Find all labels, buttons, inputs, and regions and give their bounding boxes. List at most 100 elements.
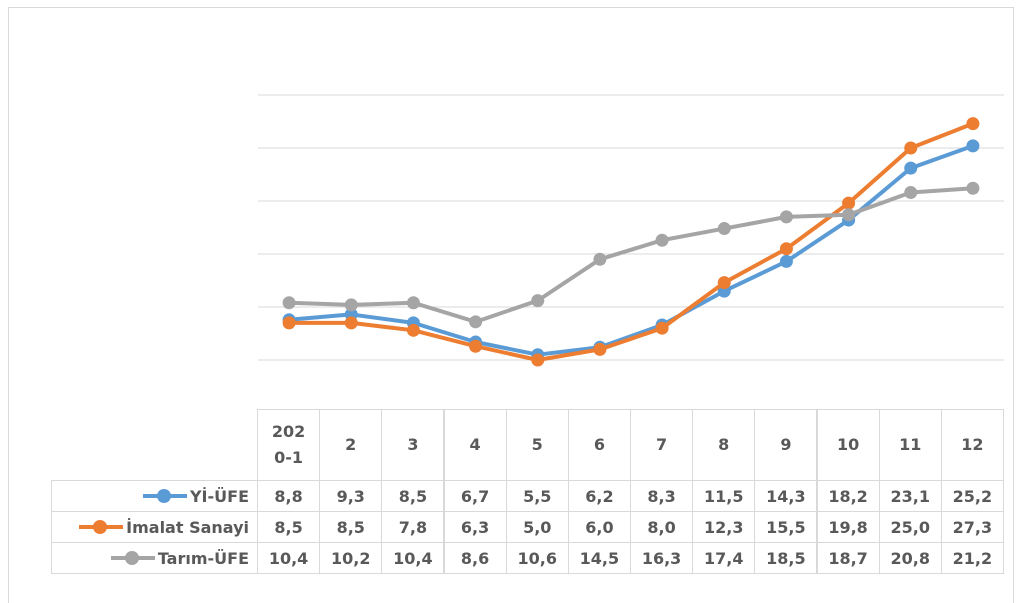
- data-point: [282, 296, 296, 310]
- table-value: 15,5: [754, 511, 818, 543]
- category-label: 2: [345, 435, 357, 454]
- data-point: [717, 222, 731, 236]
- data-point: [655, 233, 669, 247]
- data-point: [344, 298, 358, 312]
- series-line: [289, 121, 974, 362]
- legend-cell: Yİ-ÜFE: [51, 480, 258, 512]
- table-value: 20,8: [878, 542, 942, 574]
- category-label: 12: [961, 435, 984, 454]
- table-value: 18,7: [816, 542, 880, 574]
- chart-frame: [8, 7, 1014, 603]
- table-value: 5,0: [505, 511, 569, 543]
- table-value: 11,5: [692, 480, 756, 512]
- table-value: 5,5: [505, 480, 569, 512]
- table-header-cell: 12: [940, 409, 1004, 481]
- category-label: 11: [899, 435, 922, 454]
- data-point: [779, 242, 793, 256]
- data-point: [966, 139, 980, 153]
- data-point: [282, 316, 296, 330]
- table-header-cell: 9: [754, 409, 818, 481]
- table-value: 8,3: [630, 480, 694, 512]
- category-label: 2020-1: [271, 422, 306, 467]
- table-value: 9,3: [319, 480, 383, 512]
- data-point: [904, 161, 918, 175]
- table-value: 23,1: [878, 480, 942, 512]
- category-label: 5: [531, 435, 543, 454]
- data-point: [966, 181, 980, 195]
- table-value: 21,2: [940, 542, 1004, 574]
- data-point: [779, 210, 793, 224]
- data-point: [593, 342, 607, 356]
- category-label: 9: [780, 435, 792, 454]
- table-value: 19,8: [816, 511, 880, 543]
- table-header-cell: 5: [505, 409, 569, 481]
- table-value: 18,2: [816, 480, 880, 512]
- data-point: [469, 339, 483, 353]
- table-value: 6,3: [443, 511, 507, 543]
- table-value: 6,0: [567, 511, 631, 543]
- legend-label: Yİ-ÜFE: [189, 486, 249, 506]
- table-value: 8,8: [257, 480, 321, 512]
- table-header-cell: 2020-1: [257, 409, 321, 481]
- table-value: 8,5: [381, 480, 445, 512]
- table-value: 8,6: [443, 542, 507, 574]
- table-value: 10,6: [505, 542, 569, 574]
- data-point: [531, 353, 545, 367]
- table-value: 12,3: [692, 511, 756, 543]
- table-value: 6,7: [443, 480, 507, 512]
- data-point: [655, 321, 669, 335]
- table-value: 14,5: [567, 542, 631, 574]
- table-value: 16,3: [630, 542, 694, 574]
- table-header-cell: 3: [381, 409, 445, 481]
- category-label: 8: [718, 435, 730, 454]
- table-value: 10,4: [257, 542, 321, 574]
- legend-key: [110, 551, 155, 565]
- legend-cell: Tarım-ÜFE: [51, 542, 258, 574]
- table-value: 27,3: [940, 511, 1004, 543]
- table-value: 7,8: [381, 511, 445, 543]
- data-point: [842, 208, 856, 222]
- category-label: 10: [836, 435, 860, 454]
- data-point: [344, 316, 358, 330]
- table-header-cell: 8: [692, 409, 756, 481]
- table-value: 8,0: [630, 511, 694, 543]
- table-header-cell: 7: [630, 409, 694, 481]
- table-value: 25,2: [940, 480, 1004, 512]
- data-point: [904, 141, 918, 155]
- table-header-cell: 10: [816, 409, 880, 481]
- data-point: [717, 276, 731, 290]
- table-value: 10,2: [319, 542, 383, 574]
- table-header-cell: 11: [878, 409, 942, 481]
- data-point: [531, 294, 545, 308]
- table-value: 17,4: [692, 542, 756, 574]
- table-value: 6,2: [567, 480, 631, 512]
- table-header-cell: 2: [319, 409, 383, 481]
- legend-key: [142, 489, 187, 503]
- data-point: [406, 296, 420, 310]
- category-label: 3: [407, 435, 419, 454]
- data-point: [406, 323, 420, 337]
- legend-cell: İmalat Sanayi: [51, 511, 258, 543]
- data-point: [779, 254, 793, 268]
- table-value: 8,5: [319, 511, 383, 543]
- category-label: 4: [469, 435, 481, 454]
- legend-label: Tarım-ÜFE: [157, 548, 249, 568]
- data-point: [842, 196, 856, 210]
- series-line: [289, 186, 974, 324]
- table-value: 10,4: [381, 542, 445, 574]
- category-label: 7: [656, 435, 668, 454]
- table-value: 8,5: [257, 511, 321, 543]
- table-value: 25,0: [878, 511, 942, 543]
- legend-key: [79, 520, 124, 534]
- table-value: 14,3: [754, 480, 818, 512]
- legend-label: İmalat Sanayi: [126, 517, 249, 537]
- table-value: 18,5: [754, 542, 818, 574]
- table-header-cell: 6: [567, 409, 631, 481]
- category-label: 6: [593, 435, 605, 454]
- data-point: [469, 315, 483, 329]
- data-point: [966, 117, 980, 131]
- data-point: [593, 252, 607, 266]
- data-point: [904, 186, 918, 200]
